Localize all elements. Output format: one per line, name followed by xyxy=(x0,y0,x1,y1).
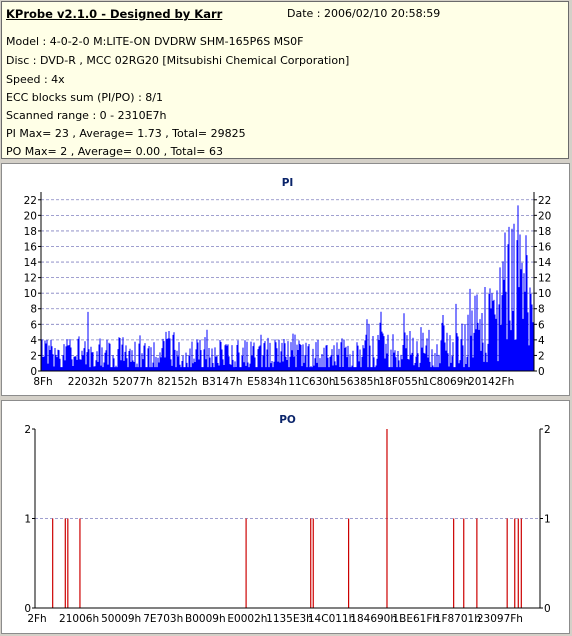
pi-y-tick-label: 22 xyxy=(24,195,37,207)
po-y-tick-label: 2 xyxy=(24,424,31,436)
pi-y-tick-label-right: 14 xyxy=(538,257,552,269)
pi-y-tick-label: 10 xyxy=(24,288,37,300)
pi-x-tick-label: 22032h xyxy=(68,376,108,388)
pi-x-tick-label: 1C8069h xyxy=(423,376,470,388)
po-chart-title: PO xyxy=(279,414,296,426)
pi-bars xyxy=(41,205,534,371)
disc-line: Disc : DVD-R , MCC 02RG20 [Mitsubishi Ch… xyxy=(6,54,350,67)
ecc-line: ECC blocks sum (PI/PO) : 8/1 xyxy=(6,91,163,104)
po-chart-panel: PO 0 0 1 1 2 2 2Fh 21006h 50009h 7E703h B0009h E0002… xyxy=(1,400,570,634)
range-line: Scanned range : 0 - 2310E7h xyxy=(6,109,167,122)
pi-y-tick-label: 4 xyxy=(30,335,37,347)
po-x-tick-label: 1F8701h xyxy=(435,613,481,625)
pi-x-tick-label: B3147h xyxy=(202,376,243,388)
po-y-tick-label-right: 2 xyxy=(544,424,551,436)
pi-y-tick-label: 20 xyxy=(24,210,37,222)
pi-chart-title: PI xyxy=(282,177,294,189)
pi-y-tick-label: 12 xyxy=(24,273,37,285)
pi-y-tick-label-right: 4 xyxy=(538,335,545,347)
pi-y-tick-label-right: 16 xyxy=(538,241,552,253)
pi-y-tick-label-right: 20 xyxy=(538,210,551,222)
pi-y-tick-label-right: 2 xyxy=(538,350,545,362)
pi-x-tick-label: 82152h xyxy=(157,376,197,388)
po-x-tick-label: 7E703h xyxy=(143,613,183,625)
pi-y-tick-label: 6 xyxy=(30,319,37,331)
po-x-tick-label: E0002h xyxy=(227,613,267,625)
pi-y-tick-label-right: 0 xyxy=(538,366,545,378)
po-y-tick-label: 1 xyxy=(24,514,31,526)
po-y-tick-label-right: 1 xyxy=(544,514,551,526)
info-panel: KProbe v2.1.0 - Designed by Karr Date : … xyxy=(1,1,569,159)
pi-x-tick-label: 8Fh xyxy=(33,376,52,388)
model-line: Model : 4-0-2-0 M:LITE-ON DVDRW SHM-165P… xyxy=(6,35,304,48)
pi-y-tick-label-right: 6 xyxy=(538,319,545,331)
pi-y-tick-label: 2 xyxy=(30,350,37,362)
pi-y-tick-label-right: 12 xyxy=(538,273,551,285)
pi-chart-panel: PI 0 0 2 2 4 4 6 6 8 8 10 10 12 12 14 14 16 16 18 18 20 20 22 22… xyxy=(1,163,570,396)
po-y-tick-label-right: 0 xyxy=(544,603,551,615)
po-y-tick-label: 0 xyxy=(24,603,31,615)
pi-x-tick-label: 52077h xyxy=(113,376,153,388)
po-x-tick-label: 184690h xyxy=(350,613,397,625)
po-x-tick-label: 23097Fh xyxy=(477,613,523,625)
pi-y-tick-label: 18 xyxy=(24,226,37,238)
po-stats-line: PO Max= 2 , Average= 0.00 , Total= 63 xyxy=(6,145,223,158)
pi-y-tick-label-right: 22 xyxy=(538,195,551,207)
app-title: KProbe v2.1.0 - Designed by Karr xyxy=(6,7,223,21)
po-x-tick-label: 50009h xyxy=(101,613,141,625)
pi-y-tick-label: 8 xyxy=(30,304,37,316)
pi-y-tick-label-right: 8 xyxy=(538,304,545,316)
speed-line: Speed : 4x xyxy=(6,73,65,86)
pi-y-tick-label-right: 10 xyxy=(538,288,551,300)
po-x-tick-label: 1BE61Fh xyxy=(392,613,439,625)
po-x-tick-label: 14C011h xyxy=(308,613,355,625)
pi-y-tick-label-right: 18 xyxy=(538,226,551,238)
pi-x-tick-label: 156385h xyxy=(333,376,380,388)
po-chart: PO 0 0 1 1 2 2 2Fh 21006h 50009h 7E703h B0009h E0002… xyxy=(24,414,551,625)
scan-date: Date : 2006/02/10 20:58:59 xyxy=(287,7,441,20)
pi-x-tick-label: 18F055h xyxy=(378,376,424,388)
pi-x-tick-label: 20142Fh xyxy=(468,376,514,388)
pi-x-tick-label: 11C630h xyxy=(288,376,335,388)
po-x-tick-label: B0009h xyxy=(185,613,226,625)
pi-x-tick-label: E5834h xyxy=(247,376,287,388)
pi-stats-line: PI Max= 23 , Average= 1.73 , Total= 2982… xyxy=(6,127,246,140)
pi-y-tick-label: 14 xyxy=(24,257,38,269)
pi-y-tick-label: 0 xyxy=(30,366,37,378)
po-x-tick-label: 21006h xyxy=(59,613,99,625)
pi-y-tick-label: 16 xyxy=(24,241,38,253)
po-x-tick-label: 1135E3h xyxy=(266,613,313,625)
po-x-tick-label: 2Fh xyxy=(27,613,46,625)
